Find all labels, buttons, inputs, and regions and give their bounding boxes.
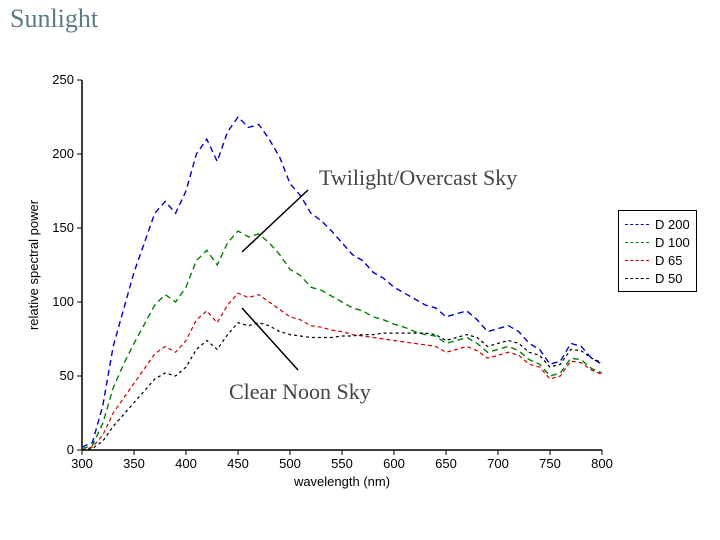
legend-label: D 50 [655, 271, 682, 286]
spectral-chart: 0 50 100 150 200 250 300 350 400 450 500 550 600 650 7… [20, 60, 700, 500]
svg-text:600: 600 [383, 456, 405, 471]
legend-label: D 100 [655, 235, 690, 250]
svg-text:400: 400 [175, 456, 197, 471]
annotation-clear: Clear Noon Sky [222, 376, 378, 408]
chart-container: 0 50 100 150 200 250 300 350 400 450 500 550 600 650 7… [20, 60, 700, 500]
svg-text:450: 450 [227, 456, 249, 471]
legend-swatch [625, 278, 649, 279]
legend-item: D 100 [625, 233, 690, 251]
svg-text:300: 300 [71, 456, 93, 471]
svg-text:800: 800 [591, 456, 613, 471]
svg-text:350: 350 [123, 456, 145, 471]
svg-text:200: 200 [52, 146, 74, 161]
svg-text:700: 700 [487, 456, 509, 471]
annotation-twilight: Twilight/Overcast Sky [312, 162, 524, 194]
svg-text:wavelength (nm): wavelength (nm) [293, 474, 390, 489]
svg-text:650: 650 [435, 456, 457, 471]
svg-text:750: 750 [539, 456, 561, 471]
svg-text:500: 500 [279, 456, 301, 471]
svg-text:0: 0 [67, 442, 74, 457]
svg-text:550: 550 [331, 456, 353, 471]
svg-text:50: 50 [60, 368, 74, 383]
legend: D 200 D 100 D 65 D 50 [618, 210, 697, 292]
legend-swatch [625, 224, 649, 225]
legend-item: D 50 [625, 269, 690, 287]
svg-text:relative spectral power: relative spectral power [26, 199, 41, 330]
legend-label: D 65 [655, 253, 682, 268]
svg-text:150: 150 [52, 220, 74, 235]
legend-swatch [625, 242, 649, 243]
legend-item: D 65 [625, 251, 690, 269]
svg-text:250: 250 [52, 72, 74, 87]
legend-label: D 200 [655, 217, 690, 232]
legend-item: D 200 [625, 215, 690, 233]
legend-swatch [625, 260, 649, 261]
page-title: Sunlight [10, 4, 98, 34]
svg-text:100: 100 [52, 294, 74, 309]
